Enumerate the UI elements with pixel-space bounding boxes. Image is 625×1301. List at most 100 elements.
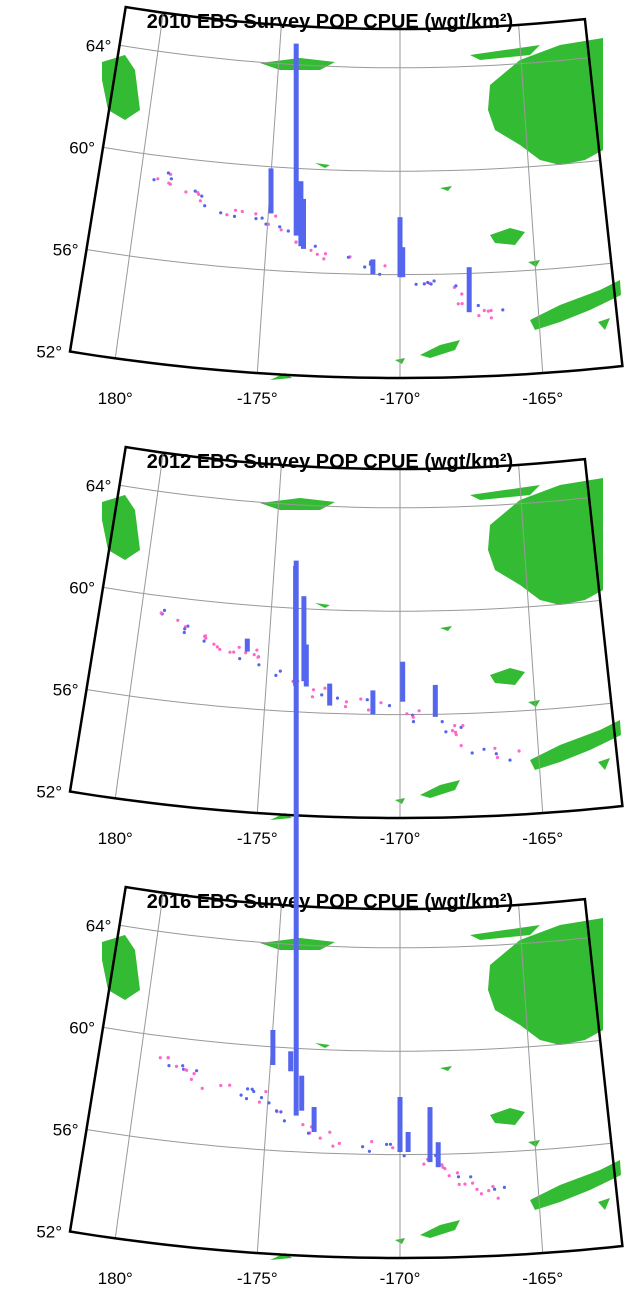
survey-station [414,282,418,286]
survey-station [238,657,242,661]
survey-station [168,182,172,186]
cpue-bar [303,644,309,687]
lat-grid-line [86,249,612,276]
survey-station [181,1064,185,1068]
survey-station [387,704,392,708]
lon-tick-label: -175° [237,829,278,848]
survey-station [470,751,474,755]
survey-station [455,1171,460,1175]
survey-station [246,1087,250,1091]
survey-station [159,611,163,615]
survey-station [219,211,223,215]
survey-station [486,309,490,313]
survey-station [183,1068,188,1072]
cpue-bar [432,684,438,717]
survey-station [184,190,188,194]
survey-station [204,636,208,640]
survey-station [346,255,350,259]
survey-station [502,1185,506,1189]
survey-station [174,1064,179,1068]
lon-grid-line [256,904,282,1254]
survey-station [192,1072,196,1076]
lat-tick-label: 60° [69,578,95,597]
survey-station [429,282,433,286]
survey-station [274,673,278,677]
lon-tick-label: 180° [98,389,133,408]
lat-tick-label: 56° [53,1120,79,1139]
survey-station [365,698,369,702]
survey-station [215,645,219,649]
survey-station [315,252,319,256]
survey-station [193,189,197,193]
map-frame [68,885,624,1260]
survey-station [444,730,448,734]
map-frame [68,5,624,380]
map-panel: 2012 EBS Survey POP CPUE (wgt/km²) 64° 60°… [36,445,624,848]
cpue-bar [270,1030,276,1065]
survey-station [331,1144,335,1148]
cpue-bar [301,198,306,249]
survey-station [212,642,216,646]
survey-station [225,213,229,217]
survey-station [166,1056,170,1060]
land [102,918,621,1260]
lon-tick-label: -175° [237,1269,278,1288]
survey-station [195,1069,199,1073]
survey-station [383,264,387,268]
survey-station [323,686,327,690]
survey-station [310,695,314,699]
survey-station [294,240,298,244]
cpue-bar [299,1075,305,1111]
survey-station [496,1196,500,1200]
survey-station [189,1077,193,1081]
survey-station [447,1174,451,1178]
survey-station [482,308,486,313]
cpue-bar [427,1107,433,1163]
lon-grid-line [114,452,164,799]
survey-station [426,280,430,285]
survey-station [361,1145,365,1149]
lon-tick-label: -170° [380,829,421,848]
survey-station [197,192,201,196]
survey-station [301,1123,305,1127]
survey-station [250,1087,254,1091]
lat-tick-label: 60° [69,1018,95,1037]
survey-station [309,248,313,252]
survey-station [453,724,457,728]
survey-station [202,639,206,643]
cpue-bar [400,247,406,278]
survey-station [391,1146,395,1150]
lat-tick-label: 64° [86,36,112,55]
map-title: 2016 EBS Survey POP CPUE (wgt/km²) [147,891,513,913]
survey-station [359,697,363,701]
cpue-bar [327,683,333,706]
survey-station [501,308,505,312]
lat-tick-label: 60° [69,138,95,157]
lon-grid-line [114,892,164,1239]
map-panel: 2010 EBS Survey POP CPUE (wgt/km²) 64° 60°… [36,5,624,408]
cpue-bar [293,560,299,1116]
survey-station [460,302,464,306]
survey-station [460,292,464,296]
survey-station [456,302,460,306]
survey-station [432,279,436,283]
survey-station [385,1142,389,1146]
cpue-bar [397,217,403,278]
survey-station [343,705,348,709]
survey-station [471,1181,475,1185]
survey-station [166,171,170,175]
lon-grid-line [114,12,164,359]
survey-station [322,257,326,261]
survey-station [487,1189,491,1193]
survey-station [162,608,167,612]
lon-grid-line [518,464,544,814]
survey-station [363,265,367,269]
survey-station [454,733,458,737]
cpue-bar [405,1132,411,1152]
survey-station [476,303,480,308]
survey-station [477,314,481,318]
survey-station [278,225,282,229]
survey-station [482,747,486,751]
survey-station [244,651,248,655]
